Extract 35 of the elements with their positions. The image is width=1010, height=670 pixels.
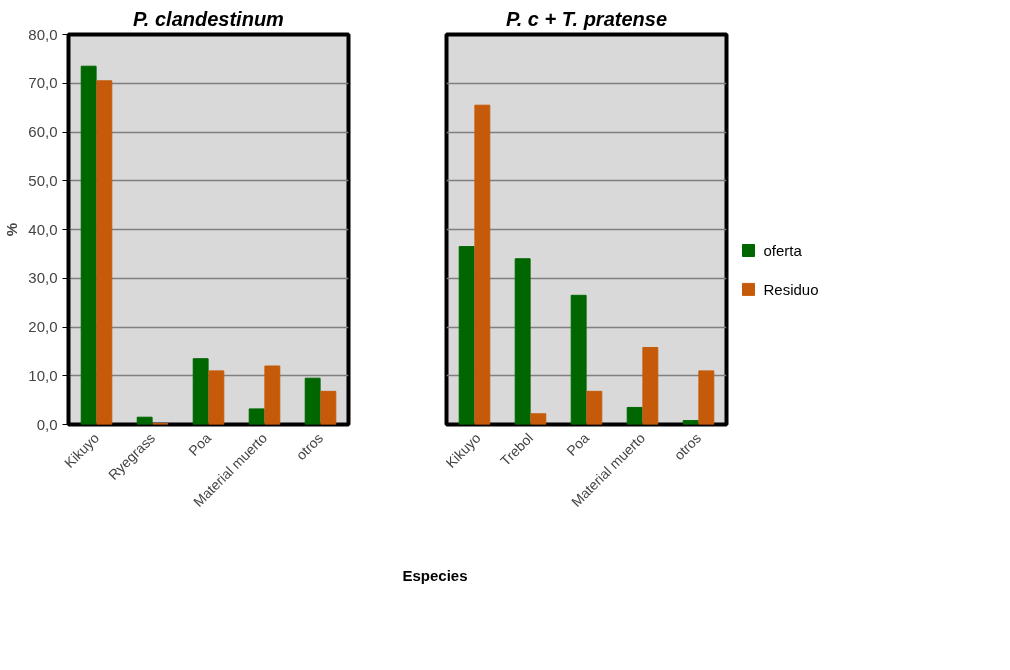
y-tick-label: 40,0 — [28, 220, 58, 238]
legend-label: Residuo — [763, 280, 819, 298]
bar — [698, 370, 715, 425]
bar — [320, 390, 337, 425]
x-axis-title: Especies — [402, 566, 468, 586]
legend-label: oferta — [763, 242, 803, 259]
chart-title: P. clandestinum — [133, 7, 284, 30]
bar — [458, 246, 475, 425]
bar — [96, 80, 113, 425]
bar — [136, 416, 153, 425]
bar — [642, 346, 659, 425]
bar — [80, 65, 97, 425]
y-tick-label: 80,0 — [28, 25, 58, 43]
chart-title: P. c + T. pratense — [506, 7, 668, 30]
bar — [264, 365, 281, 425]
bar — [586, 390, 603, 425]
bar — [304, 377, 321, 425]
y-tick-label: 20,0 — [28, 318, 58, 335]
y-tick-label: 60,0 — [28, 123, 58, 140]
bar — [248, 408, 265, 425]
bar — [570, 294, 587, 425]
y-tick-label: 10,0 — [28, 366, 58, 384]
x-tick-label: Poa — [563, 429, 593, 459]
x-tick-label: Poa — [185, 429, 215, 459]
bar — [514, 258, 531, 425]
y-axis-title: % — [3, 222, 21, 237]
y-tick-label: 70,0 — [28, 74, 58, 92]
y-tick-label: 30,0 — [28, 269, 58, 287]
bar — [208, 370, 225, 425]
bar — [530, 413, 547, 425]
bar — [626, 406, 643, 425]
bar — [192, 358, 209, 425]
y-tick-label: 0,0 — [36, 415, 58, 433]
y-tick-label: 50,0 — [28, 171, 58, 189]
bar — [474, 104, 491, 425]
